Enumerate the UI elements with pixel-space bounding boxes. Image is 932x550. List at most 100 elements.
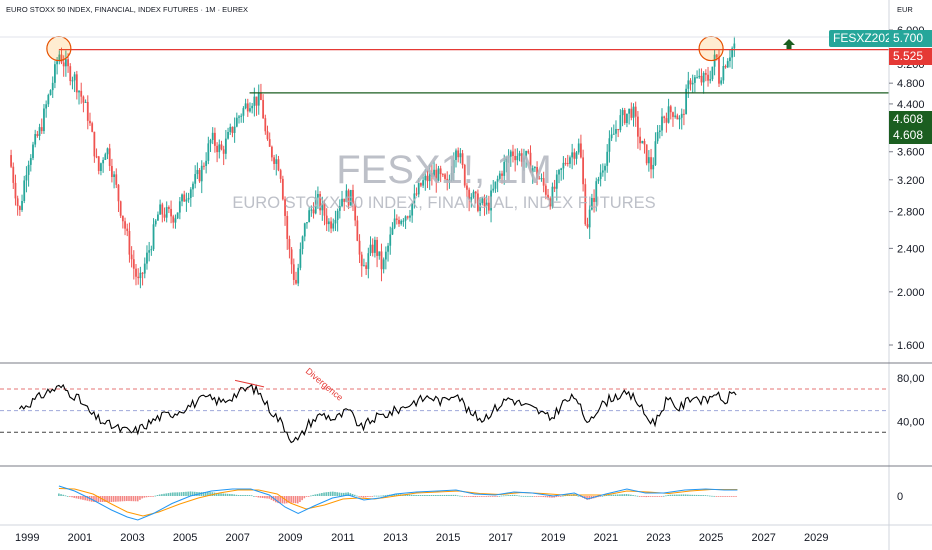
macd-histogram-bar — [362, 496, 365, 498]
macd-histogram-bar — [71, 496, 73, 498]
macd-histogram-bar — [312, 494, 314, 496]
candle-body — [273, 157, 275, 164]
macd-histogram-bar — [93, 496, 95, 502]
candle-body — [571, 152, 574, 158]
currency-label: EUR — [897, 5, 913, 14]
candle-body — [323, 203, 326, 216]
candle-body — [43, 108, 45, 132]
candle-body — [573, 152, 576, 159]
candle-body — [67, 59, 69, 67]
time-tick-label: 2029 — [804, 532, 828, 544]
candle-body — [683, 113, 685, 115]
macd-histogram-bar — [290, 496, 292, 503]
candle-body — [658, 130, 661, 133]
candle-body — [336, 210, 339, 220]
candle-body — [312, 209, 315, 214]
macd-histogram-bar — [735, 496, 737, 497]
macd-histogram-bar — [673, 494, 676, 496]
candle-body — [420, 183, 422, 186]
candle-body — [562, 162, 565, 169]
macd-histogram-bar — [353, 494, 356, 496]
candle-body — [319, 193, 322, 211]
macd-tick-label: 0 — [897, 491, 903, 503]
candle-body — [93, 131, 96, 157]
candle-body — [152, 224, 155, 250]
candle-body — [619, 115, 622, 131]
candle-body — [167, 207, 170, 209]
macd-histogram-bar — [691, 494, 694, 496]
candle-body — [448, 179, 451, 181]
candle-body — [246, 103, 249, 112]
candle-body — [229, 126, 232, 132]
arrow-up-icon — [783, 39, 795, 49]
macd-histogram-bar — [231, 494, 233, 496]
candle-body — [547, 194, 549, 199]
macd-histogram-bar — [119, 496, 122, 502]
macd-histogram-bar — [285, 496, 288, 504]
macd-histogram-bar — [239, 495, 242, 496]
candle-body — [468, 189, 471, 200]
macd-histogram-bar — [136, 496, 139, 502]
candle-body — [141, 272, 144, 274]
candle-body — [205, 160, 208, 166]
macd-histogram-bar — [695, 494, 698, 496]
macd-histogram-bar — [373, 495, 376, 497]
candle-body — [165, 207, 168, 218]
macd-histogram-bar — [682, 494, 685, 496]
candle-body — [242, 108, 245, 116]
candle-body — [121, 215, 124, 222]
macd-histogram-bar — [332, 491, 334, 496]
candle-body — [365, 265, 368, 269]
candle-body — [531, 168, 534, 173]
candle-body — [378, 251, 381, 256]
macd-histogram-bar — [454, 494, 457, 496]
candle-body — [395, 218, 398, 220]
candle-body — [338, 206, 341, 211]
candle-body — [610, 134, 613, 139]
candle-body — [356, 220, 359, 241]
candle-body — [461, 153, 464, 165]
macd-histogram-bar — [687, 494, 689, 496]
macd-histogram-bar — [704, 495, 707, 496]
candle-body — [398, 219, 400, 224]
macd-histogram-bar — [296, 496, 299, 504]
candle-body — [393, 218, 396, 228]
candle-body — [490, 190, 492, 211]
candle-body — [400, 220, 403, 224]
candle-body — [569, 157, 571, 164]
candle-body — [477, 193, 479, 211]
candle-body — [64, 59, 67, 67]
candle-body — [84, 101, 87, 103]
candle-body — [371, 244, 374, 253]
candle-body — [409, 215, 411, 218]
macd-histogram-bar — [321, 493, 323, 496]
candle-body — [634, 106, 637, 117]
candle-body — [128, 231, 131, 255]
candle-body — [577, 143, 580, 153]
candle-body — [270, 146, 273, 158]
macd-histogram-bar — [730, 496, 733, 497]
macd-histogram-bar — [158, 494, 161, 496]
macd-histogram-bar — [662, 495, 665, 497]
macd-histogram-bar — [288, 496, 290, 503]
macd-histogram-bar — [627, 494, 630, 496]
macd-histogram-bar — [79, 496, 82, 500]
price-tick-label: 1.600 — [897, 340, 925, 352]
candle-body — [650, 157, 652, 170]
candle-body — [113, 174, 115, 177]
divergence-line — [234, 379, 265, 388]
candle-body — [209, 140, 212, 144]
macd-histogram-bar — [163, 493, 165, 496]
candle-body — [538, 178, 541, 180]
candle-body — [183, 194, 186, 202]
candle-body — [711, 66, 714, 80]
candle-body — [132, 259, 135, 269]
macd-histogram-bar — [77, 496, 80, 499]
macd-histogram-bar — [325, 492, 328, 496]
macd-histogram-bar — [73, 496, 76, 498]
macd-histogram-bar — [599, 496, 602, 497]
time-tick-label: 2025 — [699, 532, 723, 544]
candle-body — [341, 198, 343, 207]
candle-body — [404, 216, 407, 221]
